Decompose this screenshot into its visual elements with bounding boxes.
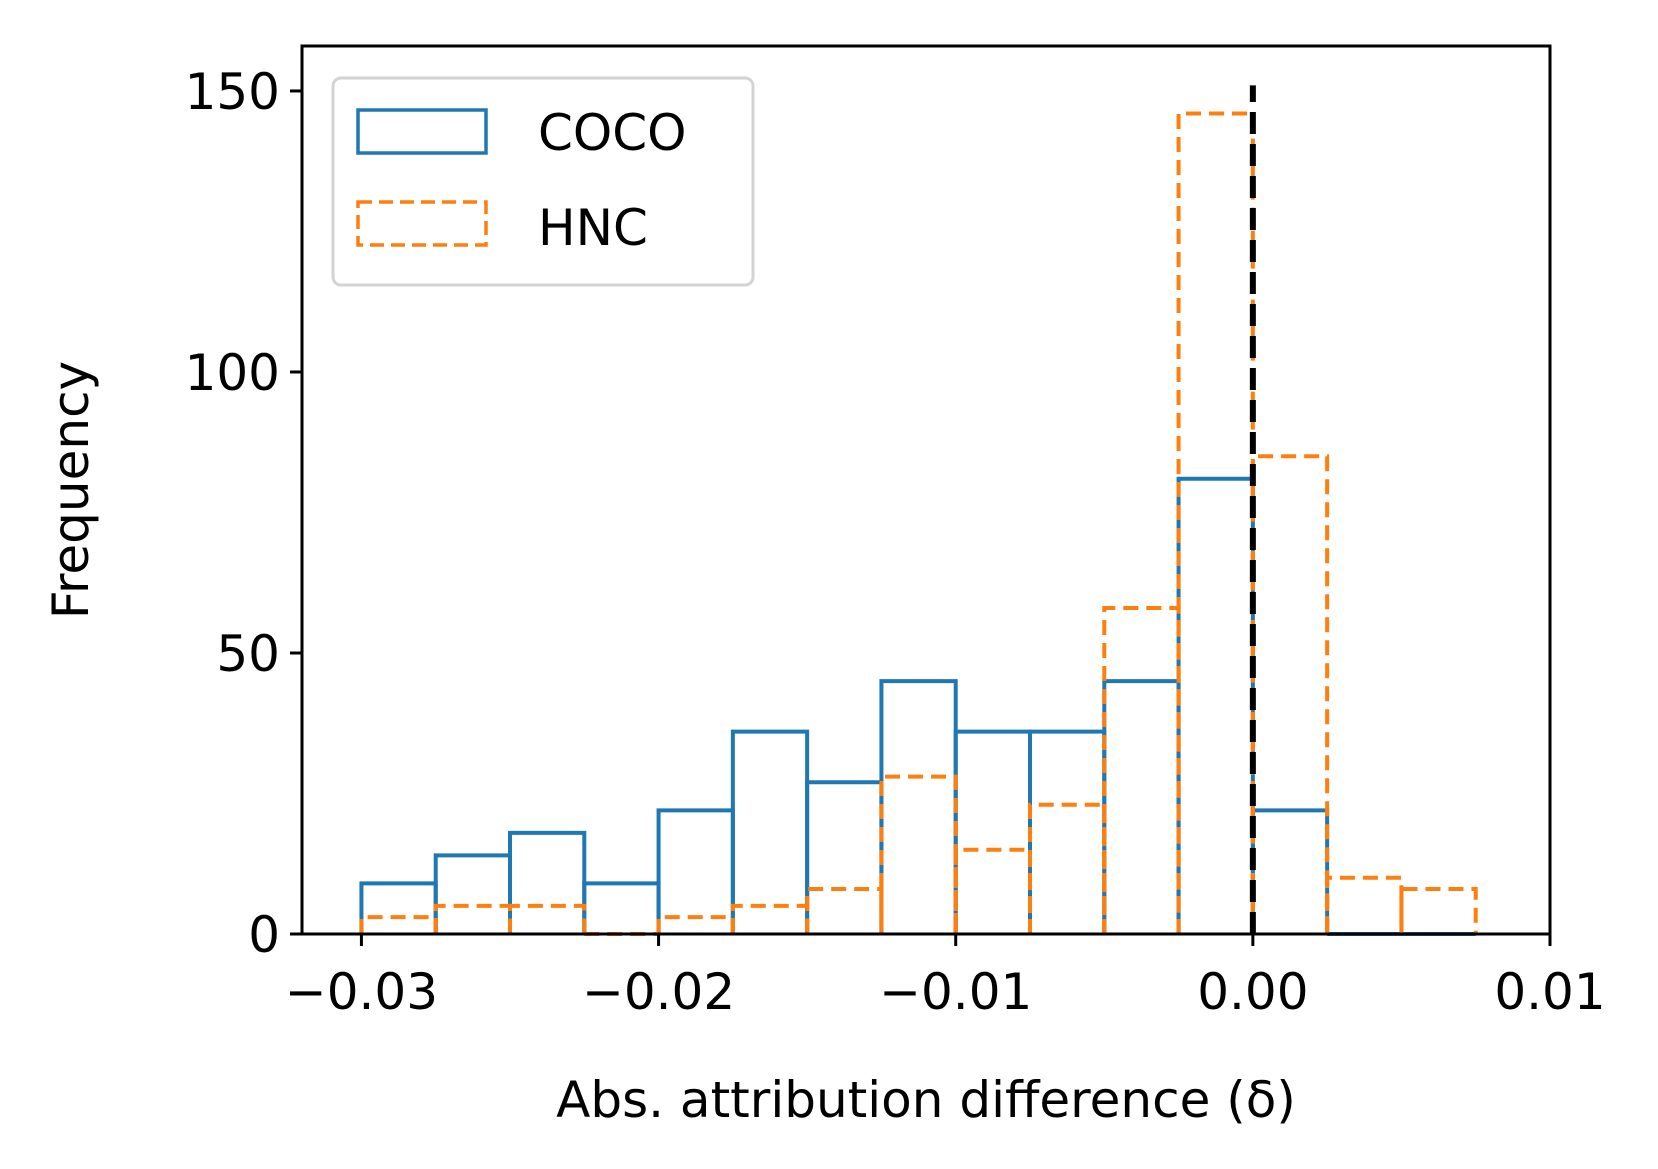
coco-bar	[433, 853, 512, 934]
x-tick-label: −0.02	[582, 963, 735, 1021]
hnc-bar	[1399, 887, 1478, 934]
hnc-bar	[359, 915, 438, 934]
coco-bar	[1102, 679, 1181, 934]
hnc-bar	[1176, 111, 1255, 934]
hnc-bar	[730, 903, 810, 934]
coco-bar	[359, 881, 438, 934]
x-tick-label: −0.03	[285, 963, 438, 1021]
coco-bar	[1028, 729, 1107, 934]
plot-frame	[300, 44, 1552, 936]
coco-bar	[879, 679, 958, 934]
coco-bar	[730, 729, 810, 934]
legend-swatch-coco	[356, 108, 488, 155]
coco-bar	[805, 780, 884, 934]
legend-label-coco: COCO	[538, 104, 687, 162]
x-tick-label: 0.01	[1494, 963, 1605, 1021]
hnc-bar	[656, 915, 735, 934]
y-tick-label: 50	[216, 625, 280, 683]
y-tick-label: 100	[185, 344, 280, 402]
y-tick-label: 0	[248, 906, 280, 964]
x-axis: −0.03 −0.02 −0.01 0.00 0.01	[285, 934, 1606, 1021]
hnc-bar	[805, 887, 884, 934]
coco-bar	[1250, 808, 1330, 934]
legend-swatch-hnc	[356, 200, 488, 247]
x-tick-label: −0.01	[879, 963, 1032, 1021]
legend-box	[331, 76, 755, 287]
series-coco	[359, 476, 1476, 936]
coco-bar	[1176, 476, 1255, 934]
coco-bar	[508, 830, 587, 934]
hnc-bar	[879, 774, 958, 934]
coco-bar	[953, 729, 1032, 934]
hnc-bar	[1325, 875, 1404, 934]
hnc-bar	[1028, 802, 1107, 934]
hnc-bar	[433, 903, 512, 934]
hnc-bar	[508, 903, 587, 934]
legend: COCO HNC	[331, 76, 755, 287]
x-axis-title: Abs. attribution difference (δ)	[556, 1071, 1296, 1129]
hnc-bar	[1102, 606, 1181, 934]
hnc-bar	[1250, 454, 1330, 934]
coco-bar	[582, 881, 661, 934]
hnc-bar	[953, 847, 1032, 934]
y-tick-label: 150	[185, 63, 280, 121]
y-axis: 0 50 100 150	[185, 63, 302, 964]
y-axis-title: Frequency	[42, 361, 100, 619]
x-tick-label: 0.00	[1197, 963, 1308, 1021]
legend-label-hnc: HNC	[538, 199, 648, 257]
